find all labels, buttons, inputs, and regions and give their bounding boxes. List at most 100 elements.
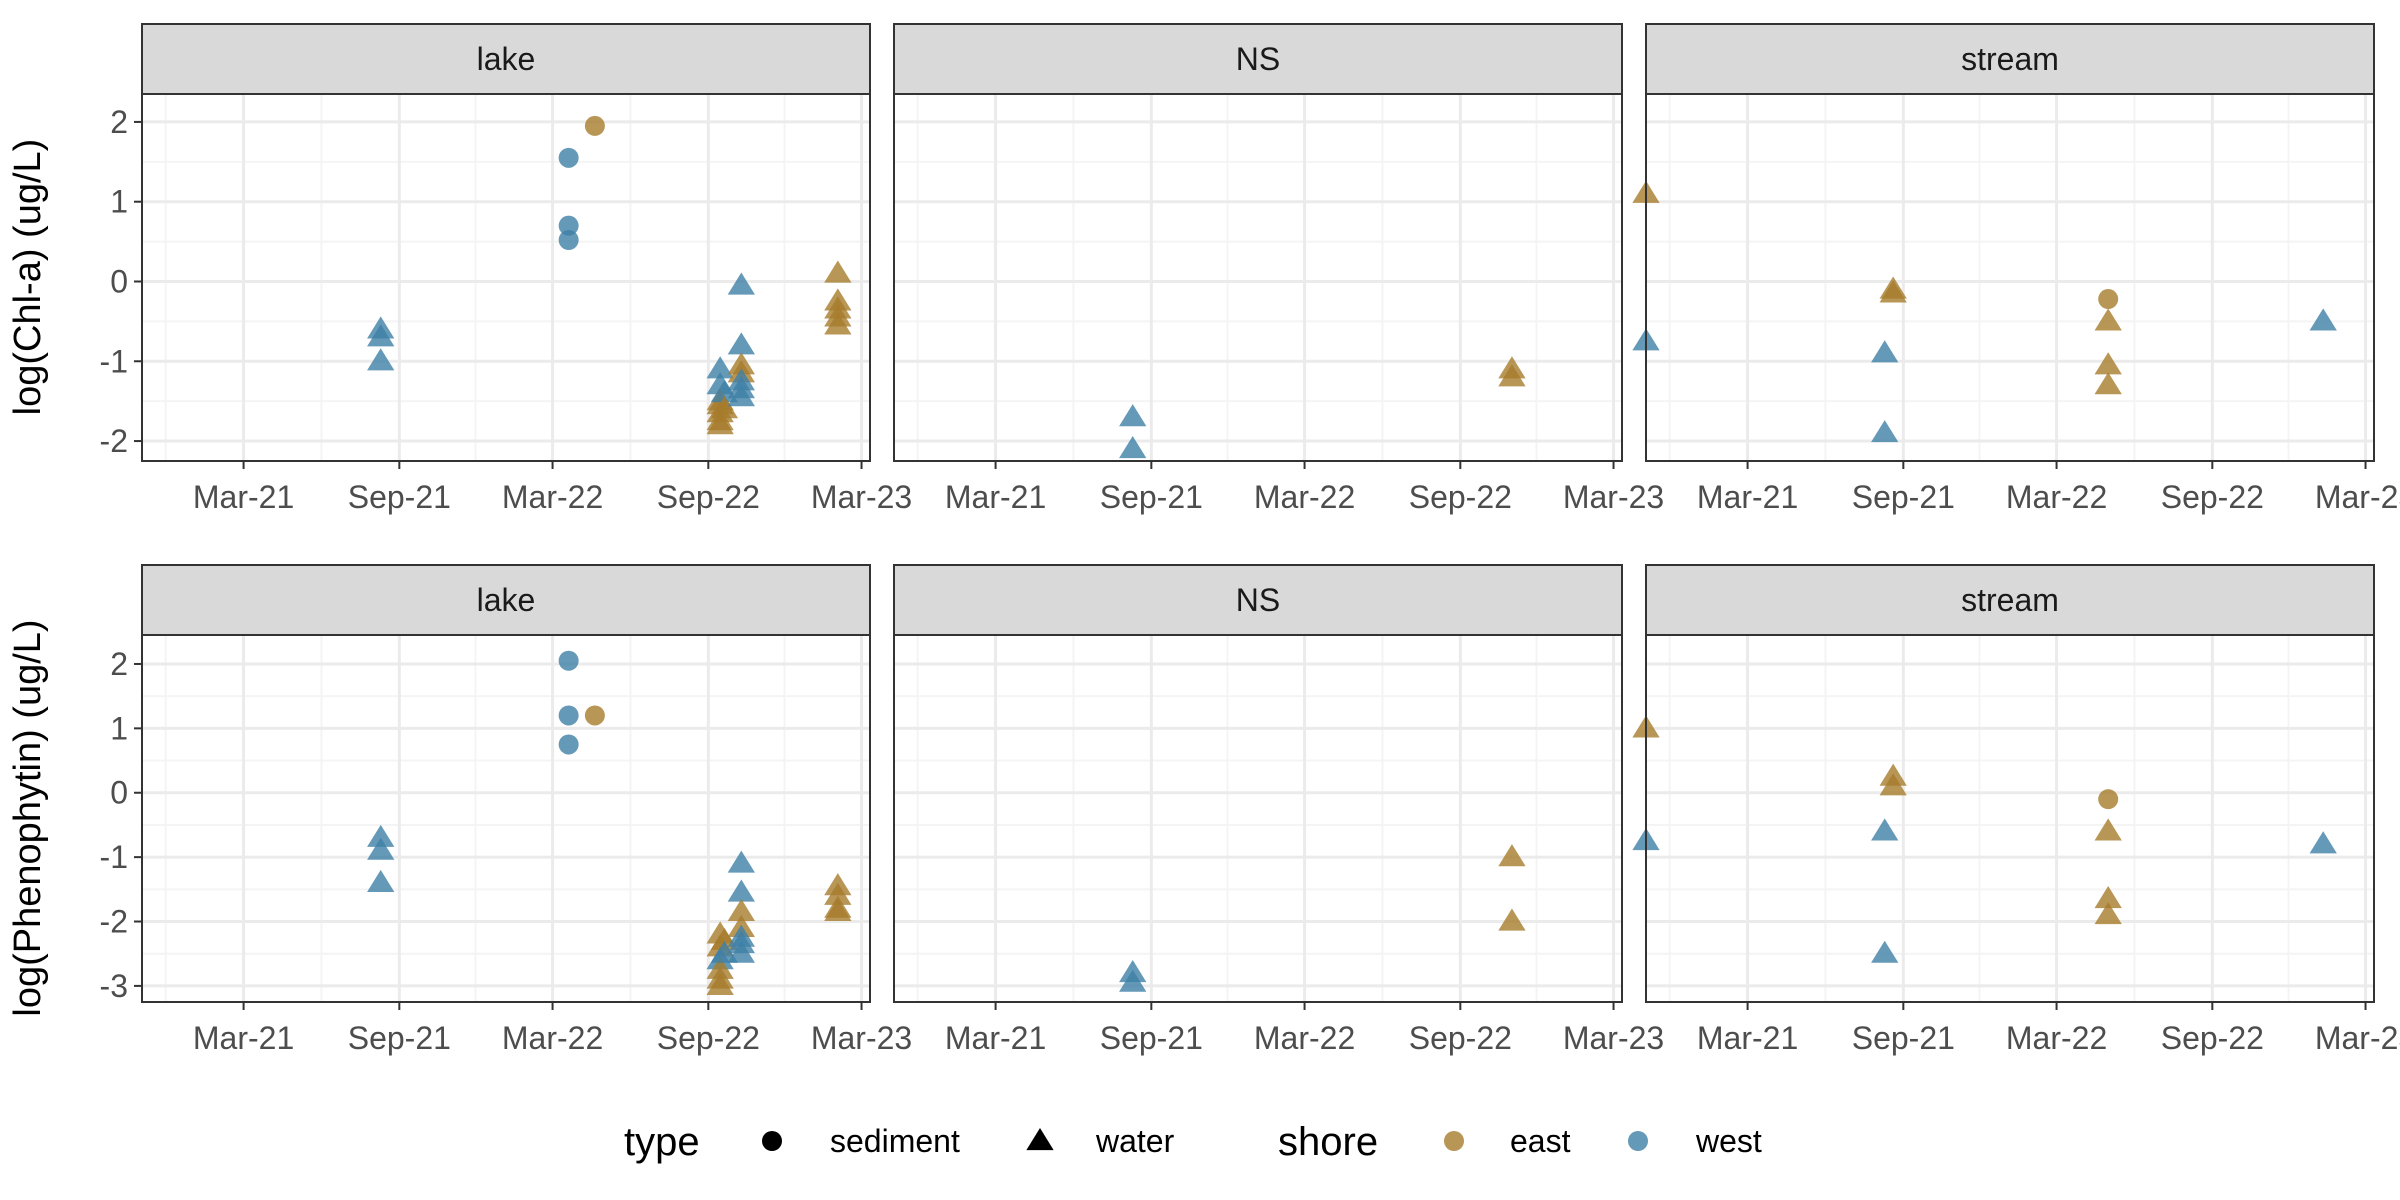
legend-key-west bbox=[1628, 1131, 1648, 1151]
legend-title-type: type bbox=[624, 1120, 700, 1164]
point-water-west bbox=[727, 940, 755, 963]
panel-phe-stream: stream Mar-21 Sep-21 Mar-22 Sep-22 Mar-23 bbox=[1632, 564, 2400, 1056]
point-water-west bbox=[1119, 969, 1147, 992]
y-tick-label: 1 bbox=[110, 710, 128, 746]
legend-label-sediment: sediment bbox=[830, 1123, 960, 1159]
point-water-west bbox=[727, 384, 755, 407]
point-water-east bbox=[2094, 818, 2122, 841]
point-sediment-west bbox=[558, 230, 579, 251]
y-axis-label: log(Phenophytin) (ug/L) bbox=[7, 619, 49, 1016]
panel-background bbox=[1646, 635, 2374, 1002]
point-water-west bbox=[367, 348, 395, 371]
point-water-west bbox=[1871, 340, 1899, 363]
point-water-west bbox=[1119, 436, 1147, 459]
x-tick-label: Mar-21 bbox=[1697, 479, 1798, 515]
point-water-east bbox=[2094, 352, 2122, 375]
point-water-east bbox=[1498, 364, 1526, 387]
point-water-east bbox=[727, 898, 755, 921]
x-tick-label: Mar-22 bbox=[502, 1020, 603, 1056]
facet-rows: log(Chl-a) (ug/L) -2 -1 0 1 2 lake Mar-21 Sep-21… bbox=[7, 23, 2400, 1056]
point-water-west bbox=[706, 356, 734, 379]
point-water-west bbox=[367, 824, 395, 847]
facet-row-phe: log(Phenophytin) (ug/L) -3 -2 -1 0 1 2 lake Mar-… bbox=[7, 564, 2400, 1056]
panel-phe-lake: lake Mar-21 Sep-21 Mar-22 Sep-22 Mar-23 bbox=[141, 564, 912, 1056]
y-tick-label: 0 bbox=[110, 775, 128, 811]
legend-key-water bbox=[1026, 1128, 1054, 1151]
x-tick-label: Mar-21 bbox=[193, 1020, 294, 1056]
point-water-east bbox=[1879, 280, 1907, 303]
y-tick-label: 0 bbox=[110, 263, 128, 299]
x-tick-label: Mar-22 bbox=[1254, 479, 1355, 515]
x-tick-label: Sep-21 bbox=[348, 479, 451, 515]
x-tick-label: Mar-23 bbox=[1563, 1020, 1664, 1056]
x-tick-label: Mar-21 bbox=[945, 1020, 1046, 1056]
panel-chla-stream: stream Mar-21 Sep-21 Mar-22 Sep-22 Mar-23 bbox=[1632, 23, 2400, 515]
y-tick-label: 2 bbox=[110, 646, 128, 682]
panel-background bbox=[142, 635, 870, 1002]
x-tick-label: Mar-21 bbox=[193, 479, 294, 515]
strip-background bbox=[141, 23, 871, 95]
point-water-west bbox=[367, 869, 395, 892]
point-water-east bbox=[2094, 308, 2122, 331]
point-water-west bbox=[2309, 831, 2337, 854]
x-tick-label: Mar-22 bbox=[502, 479, 603, 515]
x-tick-label: Mar-22 bbox=[2006, 1020, 2107, 1056]
point-water-west bbox=[1871, 818, 1899, 841]
panel-background bbox=[142, 94, 870, 461]
point-sediment-west bbox=[558, 650, 579, 671]
point-water-east bbox=[1498, 908, 1526, 931]
panel-phe-NS: NS Mar-21 Sep-21 Mar-22 Sep-22 Mar-23 bbox=[893, 564, 1664, 1056]
point-sediment-east bbox=[2098, 789, 2119, 810]
point-water-west bbox=[727, 850, 755, 873]
point-water-west bbox=[367, 324, 395, 347]
legend-label-west: west bbox=[1695, 1123, 1762, 1159]
strip-label: lake bbox=[477, 41, 536, 77]
point-water-east bbox=[706, 412, 734, 435]
point-water-east bbox=[710, 396, 739, 419]
legend-label-water: water bbox=[1095, 1123, 1175, 1159]
point-water-east bbox=[2094, 885, 2122, 909]
point-water-east bbox=[824, 312, 852, 335]
x-tick-label: Sep-22 bbox=[2161, 1020, 2264, 1056]
legend-title-shore: shore bbox=[1278, 1120, 1378, 1164]
panel-background bbox=[894, 94, 1622, 461]
point-water-west bbox=[1119, 404, 1147, 427]
point-sediment-west bbox=[558, 215, 579, 236]
strip-label: NS bbox=[1236, 582, 1280, 618]
x-tick-label: Mar-22 bbox=[1254, 1020, 1355, 1056]
point-water-east bbox=[1498, 844, 1526, 867]
point-sediment-east bbox=[584, 115, 605, 136]
x-tick-label: Sep-22 bbox=[657, 1020, 760, 1056]
y-tick-label: -2 bbox=[100, 423, 128, 459]
strip-label: stream bbox=[1961, 582, 2059, 618]
point-water-east bbox=[824, 260, 852, 283]
legend-label-east: east bbox=[1510, 1123, 1571, 1159]
panel-background bbox=[894, 635, 1622, 1002]
strip-background bbox=[1645, 564, 2375, 636]
point-water-west bbox=[727, 879, 755, 902]
point-sediment-west bbox=[558, 147, 579, 168]
strip-label: NS bbox=[1236, 41, 1280, 77]
panel-chla-lake: lake Mar-21 Sep-21 Mar-22 Sep-22 Mar-23 bbox=[141, 23, 912, 515]
y-tick-label: -1 bbox=[100, 343, 128, 379]
x-tick-label: Mar-21 bbox=[1697, 1020, 1798, 1056]
facet-row-chla: log(Chl-a) (ug/L) -2 -1 0 1 2 lake Mar-21 Sep-21… bbox=[7, 23, 2400, 515]
x-tick-label: Mar-21 bbox=[945, 479, 1046, 515]
point-sediment-east bbox=[584, 705, 605, 726]
y-tick-label: 1 bbox=[110, 184, 128, 220]
x-tick-label: Sep-21 bbox=[1852, 479, 1955, 515]
x-tick-label: Mar-22 bbox=[2006, 479, 2107, 515]
legend-key-sediment bbox=[762, 1131, 782, 1151]
point-water-east bbox=[824, 882, 852, 905]
strip-background bbox=[1645, 23, 2375, 95]
point-water-west bbox=[727, 332, 755, 355]
point-water-east bbox=[2094, 372, 2122, 395]
point-sediment-west bbox=[558, 734, 579, 755]
y-tick-label: -1 bbox=[100, 839, 128, 875]
point-water-west bbox=[727, 272, 755, 295]
panel-chla-NS: NS Mar-21 Sep-21 Mar-22 Sep-22 Mar-23 bbox=[893, 23, 1664, 515]
y-tick-label: -3 bbox=[100, 968, 128, 1004]
strip-background bbox=[893, 23, 1623, 95]
y-axis-label: log(Chl-a) (ug/L) bbox=[7, 139, 49, 416]
x-tick-label: Sep-22 bbox=[1409, 479, 1512, 515]
